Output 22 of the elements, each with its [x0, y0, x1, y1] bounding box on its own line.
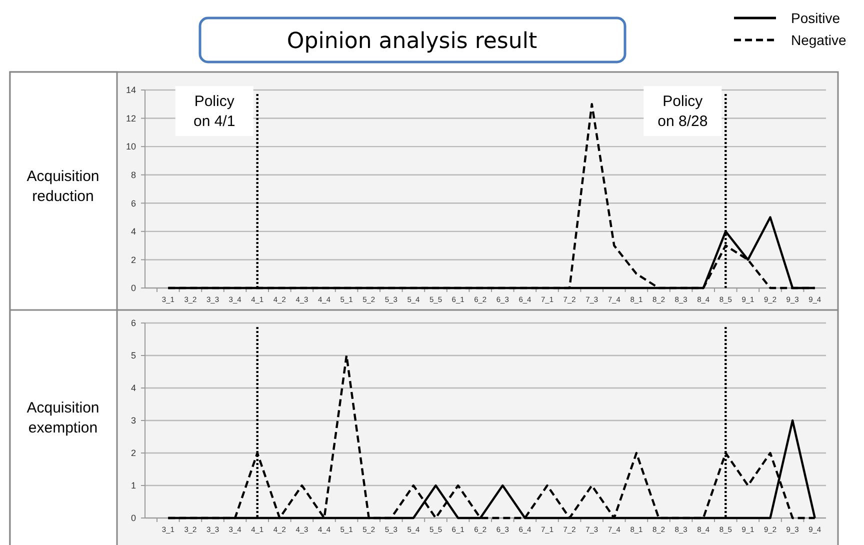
ref-line-label: Policy on 8/28	[658, 93, 708, 130]
y-tick-label: 8	[130, 170, 136, 180]
y-tick-label: 2	[130, 448, 136, 458]
y-tick-label: 0	[130, 283, 136, 294]
legend-label: Negative	[791, 32, 846, 48]
y-tick-label: 10	[126, 142, 136, 152]
ref-line-label: Policy on 4/1	[193, 93, 236, 130]
y-tick-label: 4	[130, 226, 136, 237]
legend-label: Positive	[791, 10, 840, 26]
y-tick-label: 6	[130, 318, 136, 328]
y-tick-label: 4	[130, 383, 136, 394]
y-axis-title: Acquisition reduction	[26, 168, 100, 205]
y-tick-label: 1	[130, 480, 136, 491]
y-tick-label: 14	[126, 85, 136, 96]
y-axis-title: Acquisition exemption	[26, 400, 100, 436]
y-tick-label: 12	[126, 113, 136, 124]
y-tick-label: 0	[130, 513, 136, 524]
y-tick-label: 3	[130, 416, 136, 426]
y-tick-label: 6	[130, 198, 136, 208]
y-tick-label: 2	[130, 254, 136, 265]
y-tick-label: 5	[130, 350, 136, 361]
chart-title: Opinion analysis result	[286, 29, 538, 54]
